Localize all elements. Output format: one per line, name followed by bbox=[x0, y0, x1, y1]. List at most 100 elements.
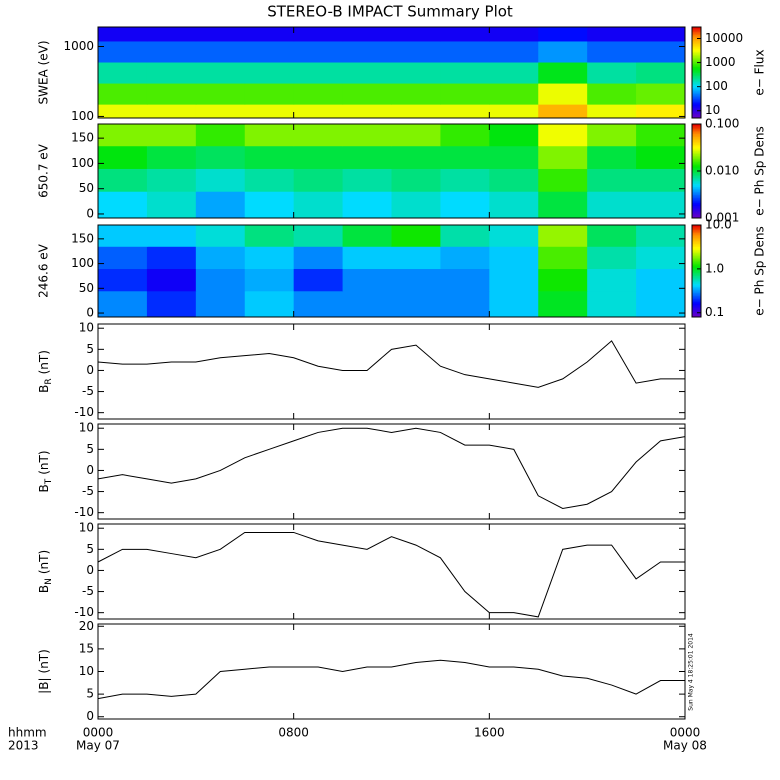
colorbar-segment bbox=[692, 226, 701, 229]
heat-cell bbox=[98, 62, 148, 84]
colorbar-segment bbox=[692, 145, 701, 148]
y-axis-label: BN (nT) bbox=[37, 550, 54, 593]
heat-cell bbox=[538, 27, 588, 42]
colorbar-segment bbox=[692, 149, 701, 152]
y-axis-label-part: T bbox=[44, 478, 54, 485]
colorbar-segment bbox=[692, 258, 701, 261]
colorbar-segment bbox=[692, 213, 701, 216]
y-axis-label: 246.6 eV bbox=[37, 243, 51, 298]
heat-cell bbox=[146, 27, 197, 42]
heat-cell bbox=[391, 104, 441, 119]
colorbar-segment bbox=[692, 147, 701, 150]
heat-cell bbox=[195, 268, 246, 292]
colorbar-segment bbox=[692, 99, 701, 102]
colorbar-segment bbox=[692, 116, 701, 119]
heat-cell bbox=[636, 168, 686, 192]
colorbar-label: e− Ph Sp Dens bbox=[753, 226, 767, 315]
colorbar-segment bbox=[692, 51, 701, 54]
heat-cell bbox=[146, 225, 197, 247]
colorbar-tick-label: 0.010 bbox=[705, 164, 739, 178]
heat-cell bbox=[489, 246, 539, 270]
heat-cell bbox=[391, 40, 441, 63]
heat-cell bbox=[195, 145, 246, 169]
y-tick-label: 1000 bbox=[63, 39, 94, 53]
y-tick-label: 5 bbox=[86, 542, 94, 556]
y-axis-label-part: (nT) bbox=[37, 350, 51, 374]
heat-cell bbox=[538, 290, 588, 318]
heat-cell bbox=[440, 246, 490, 270]
colorbar-segment bbox=[692, 86, 701, 89]
colorbar-segment bbox=[692, 55, 701, 58]
heat-cell bbox=[244, 145, 295, 169]
colorbar-tick-label: 10.0 bbox=[705, 218, 732, 232]
colorbar-segment bbox=[692, 261, 701, 264]
heat-cell bbox=[489, 62, 539, 84]
heat-cell bbox=[636, 83, 686, 105]
colorbar-segment bbox=[692, 161, 701, 164]
heat-cell bbox=[587, 40, 637, 63]
heat-cell bbox=[195, 40, 246, 63]
y-tick-label: -5 bbox=[82, 484, 94, 498]
timestamp: Sun May 4 18:25:01 2014 bbox=[688, 633, 695, 711]
colorbar-segment bbox=[692, 254, 701, 257]
heat-cell bbox=[587, 268, 637, 292]
y-tick-label: 20 bbox=[79, 619, 94, 633]
heat-cell bbox=[636, 246, 686, 270]
colorbar-segment bbox=[692, 315, 701, 318]
heat-cell bbox=[342, 27, 392, 42]
heat-cell bbox=[146, 62, 197, 84]
colorbar-segment bbox=[692, 210, 701, 213]
colorbar-segment bbox=[692, 156, 701, 159]
heat-cell bbox=[440, 83, 490, 105]
colorbar-segment bbox=[692, 45, 701, 48]
colorbar-segment bbox=[692, 43, 701, 46]
colorbar-segment bbox=[692, 96, 701, 99]
heat-cell bbox=[146, 104, 197, 119]
colorbar-segment bbox=[692, 144, 701, 147]
y-tick-label: 50 bbox=[79, 281, 94, 295]
colorbar-segment bbox=[692, 275, 701, 278]
colorbar-segment bbox=[692, 90, 701, 93]
heat-cell bbox=[342, 124, 392, 147]
heat-cell bbox=[538, 83, 588, 105]
heat-cell bbox=[342, 83, 392, 105]
colorbar-segment bbox=[692, 225, 701, 228]
x-row-label: 2013 bbox=[8, 739, 39, 753]
colorbar-segment bbox=[692, 166, 701, 169]
colorbar-segment bbox=[692, 313, 701, 316]
colorbar-tick-label: 0.1 bbox=[705, 305, 724, 319]
heat-cell bbox=[636, 191, 686, 219]
colorbar-segment bbox=[692, 277, 701, 280]
plot-frame bbox=[97, 523, 686, 620]
colorbar-segment bbox=[692, 171, 701, 174]
colorbar-segment bbox=[692, 114, 701, 117]
colorbar-tick-label: 1000 bbox=[705, 55, 736, 69]
colorbar-segment bbox=[692, 266, 701, 269]
heat-cell bbox=[587, 191, 637, 219]
colorbar-segment bbox=[692, 93, 701, 96]
colorbar-segment bbox=[692, 164, 701, 167]
y-axis-label-part: (nT) bbox=[37, 450, 51, 474]
x-row-label: hhmm bbox=[8, 726, 47, 740]
colorbar-label: e− Ph Sp Dens bbox=[753, 126, 767, 215]
colorbar-segment bbox=[692, 202, 701, 205]
heat-cell bbox=[538, 268, 588, 292]
heat-cell bbox=[244, 225, 295, 247]
colorbar-segment bbox=[692, 104, 701, 107]
colorbar-segment bbox=[692, 199, 701, 202]
data-line bbox=[98, 659, 685, 700]
colorbar-segment bbox=[692, 196, 701, 199]
heat-cell bbox=[342, 290, 392, 318]
colorbar-frame bbox=[691, 224, 702, 318]
colorbar-segment bbox=[692, 203, 701, 206]
colorbar-segment bbox=[692, 234, 701, 237]
heat-cell bbox=[489, 145, 539, 169]
heat-cell bbox=[587, 168, 637, 192]
colorbar-segment bbox=[692, 178, 701, 181]
heat-cell bbox=[391, 268, 441, 292]
heat-cell bbox=[391, 83, 441, 105]
heat-cell bbox=[489, 290, 539, 318]
colorbar-segment bbox=[692, 128, 701, 131]
colorbar-segment bbox=[692, 186, 701, 189]
